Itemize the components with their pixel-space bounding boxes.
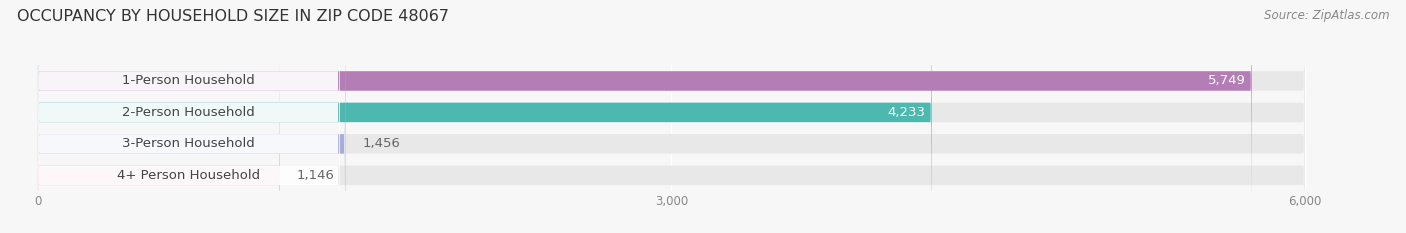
FancyBboxPatch shape: [38, 0, 932, 233]
Text: 4,233: 4,233: [887, 106, 925, 119]
FancyBboxPatch shape: [38, 0, 339, 233]
Text: OCCUPANCY BY HOUSEHOLD SIZE IN ZIP CODE 48067: OCCUPANCY BY HOUSEHOLD SIZE IN ZIP CODE …: [17, 9, 449, 24]
FancyBboxPatch shape: [38, 0, 1251, 233]
FancyBboxPatch shape: [38, 0, 346, 233]
Text: 2-Person Household: 2-Person Household: [122, 106, 254, 119]
FancyBboxPatch shape: [38, 0, 280, 233]
Text: 4+ Person Household: 4+ Person Household: [117, 169, 260, 182]
Text: Source: ZipAtlas.com: Source: ZipAtlas.com: [1264, 9, 1389, 22]
FancyBboxPatch shape: [38, 0, 1305, 233]
FancyBboxPatch shape: [38, 0, 339, 233]
Text: 5,749: 5,749: [1208, 75, 1246, 87]
FancyBboxPatch shape: [38, 0, 339, 233]
Text: 1,456: 1,456: [363, 137, 401, 150]
FancyBboxPatch shape: [38, 0, 339, 233]
Text: 1-Person Household: 1-Person Household: [122, 75, 254, 87]
Text: 1,146: 1,146: [297, 169, 335, 182]
FancyBboxPatch shape: [38, 0, 1305, 233]
FancyBboxPatch shape: [38, 0, 1305, 233]
FancyBboxPatch shape: [38, 0, 1305, 233]
Text: 3-Person Household: 3-Person Household: [122, 137, 254, 150]
